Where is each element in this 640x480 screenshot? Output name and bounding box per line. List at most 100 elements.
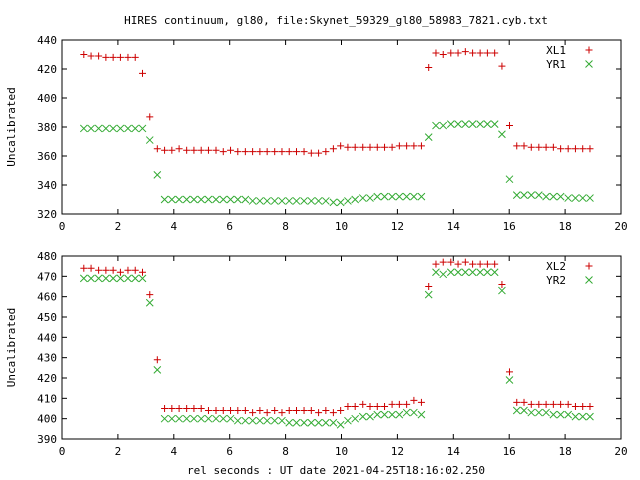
data-point (153, 356, 161, 364)
data-point (219, 414, 228, 423)
data-point (586, 412, 594, 421)
data-point (153, 170, 162, 179)
legend-marker (585, 60, 593, 68)
x-axis-label: rel seconds : UT date 2021-04-25T18:16:0… (187, 464, 485, 477)
data-point (498, 280, 506, 288)
data-point (527, 143, 535, 151)
data-point (534, 408, 543, 417)
x-tick-label: 10 (335, 445, 348, 458)
data-point (219, 148, 227, 156)
data-point (190, 405, 198, 412)
data-point (87, 274, 95, 283)
data-point (351, 195, 360, 204)
data-point (520, 142, 528, 150)
y-tick-label: 440 (37, 331, 57, 344)
data-point (395, 410, 404, 419)
data-point (564, 145, 572, 153)
data-point (468, 120, 477, 128)
data-point (483, 268, 492, 277)
data-point (336, 198, 345, 207)
data-point (153, 145, 161, 153)
data-point (410, 408, 418, 417)
data-point (197, 146, 205, 154)
data-point (505, 368, 513, 376)
y-tick-label: 340 (37, 179, 57, 192)
x-tick-label: 0 (59, 445, 66, 458)
data-point (212, 414, 220, 423)
data-point (226, 195, 235, 204)
data-point (94, 274, 103, 283)
data-point (234, 148, 242, 156)
y-tick-label: 320 (37, 208, 57, 221)
x-tick-label: 6 (226, 220, 233, 233)
data-point (300, 418, 308, 427)
data-point (270, 197, 279, 205)
data-point (512, 406, 521, 415)
data-point (300, 407, 308, 415)
data-point (549, 400, 557, 408)
series-YR1 (79, 120, 594, 207)
data-point (131, 266, 139, 274)
data-point (160, 195, 169, 204)
data-point (285, 148, 293, 156)
data-point (278, 197, 286, 205)
data-point (417, 398, 425, 406)
data-point (439, 51, 447, 58)
series-YR2 (79, 268, 594, 429)
data-point (270, 416, 279, 425)
data-point (439, 258, 447, 266)
data-point (314, 418, 323, 427)
data-point (403, 142, 411, 150)
data-point (116, 124, 125, 133)
x-tick-label: 4 (170, 445, 177, 458)
data-point (87, 124, 95, 133)
data-point (183, 405, 191, 412)
data-point (542, 143, 550, 151)
data-point (520, 191, 528, 200)
y-tick-label: 420 (37, 63, 57, 76)
data-point (321, 418, 330, 427)
data-point (483, 49, 491, 57)
data-point (417, 192, 426, 201)
data-point (542, 400, 550, 408)
data-point (380, 410, 389, 419)
data-point (505, 175, 514, 184)
y-tick-label: 470 (37, 270, 57, 283)
data-point (373, 143, 381, 151)
data-point (190, 146, 198, 154)
data-point (446, 268, 455, 277)
data-point (80, 51, 88, 58)
data-point (212, 407, 220, 415)
data-point (498, 130, 506, 139)
data-point (153, 366, 162, 374)
legend-label: XL2 (546, 260, 566, 273)
data-point (571, 402, 579, 410)
y-tick-label: 390 (37, 433, 57, 446)
data-point (241, 416, 250, 425)
data-point (425, 64, 433, 72)
data-point (579, 402, 587, 410)
data-point (256, 197, 264, 205)
data-point (337, 142, 345, 150)
data-point (549, 143, 557, 151)
data-point (564, 410, 573, 419)
data-point (175, 145, 183, 153)
plot-panel-1: 0 2 4 6 8 10 12 14 16 18 20 320 340 360 380 400 420 440 Un… (5, 34, 628, 233)
data-point (344, 416, 352, 425)
series-XL1 (80, 48, 594, 157)
data-point (315, 149, 323, 157)
data-point (579, 145, 587, 153)
data-point (168, 146, 176, 154)
data-point (373, 192, 382, 201)
chart-title: HIRES continuum, gl80, file:Skynet_59329… (124, 14, 548, 27)
data-point (278, 416, 286, 425)
data-point (402, 408, 411, 417)
data-point (373, 402, 381, 410)
data-point (359, 400, 367, 408)
series-XL2 (80, 258, 594, 417)
data-point (527, 400, 535, 408)
data-point (432, 268, 440, 277)
data-point (263, 409, 271, 417)
data-point (469, 260, 477, 268)
data-point (256, 407, 264, 415)
